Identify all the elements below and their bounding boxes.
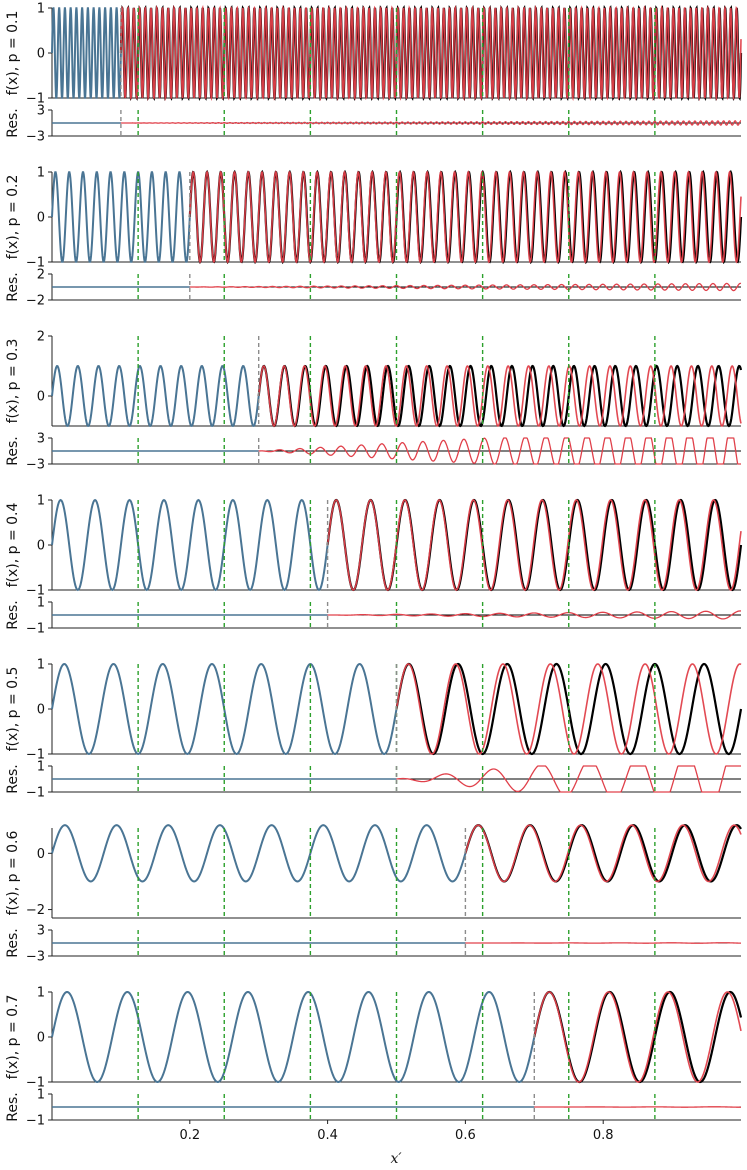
- ground-truth-line: [464, 824, 742, 883]
- y-tick-label: 0: [37, 847, 45, 862]
- panel-p-0.1: 1 0 −13 −3 f(x), p = 0.1 Res.: [5, 2, 743, 145]
- y-axis-label: f(x), p = 0.7: [5, 995, 21, 1080]
- y-tick-label: −1: [26, 92, 45, 107]
- x-tick-label: 0.8: [593, 1128, 614, 1143]
- x-tick-label: 0.6: [455, 1128, 476, 1143]
- y-tick-label: 0: [37, 390, 45, 405]
- ground-truth-line: [533, 990, 743, 1084]
- x-axis-label: x′: [390, 1151, 402, 1167]
- y-axis-label: f(x), p = 0.4: [5, 503, 21, 588]
- res-y-tick-label: 1: [37, 760, 45, 775]
- y-tick-label: −1: [26, 256, 45, 271]
- y-axis-label: f(x), p = 0.2: [5, 175, 21, 260]
- res-prediction-line: [327, 610, 742, 620]
- panel-p-0.3: 2 0 3 −3 f(x), p = 0.3 Res.: [5, 330, 743, 473]
- y-tick-label: 1: [37, 494, 45, 509]
- res-prediction-line: [120, 120, 742, 126]
- res-y-tick-label: 1: [37, 596, 45, 611]
- res-y-axis-label: Res.: [5, 436, 21, 465]
- res-y-tick-label: −2: [26, 294, 45, 309]
- y-axis-label: f(x), p = 0.6: [5, 831, 21, 916]
- res-y-tick-label: 1: [37, 1088, 45, 1103]
- panel-p-0.6: 0 −2 3 −3 f(x), p = 0.6 Res.: [5, 824, 742, 965]
- y-tick-label: 0: [37, 211, 45, 226]
- res-prediction-line: [396, 765, 741, 793]
- res-y-tick-label: −1: [26, 1114, 45, 1129]
- res-y-tick-label: 3: [37, 924, 45, 939]
- y-axis-label: f(x), p = 0.3: [5, 339, 21, 424]
- context-line: [51, 171, 191, 263]
- prediction-line: [257, 365, 742, 427]
- res-y-tick-label: 2: [37, 268, 45, 283]
- res-y-axis-label: Res.: [5, 272, 21, 301]
- res-y-tick-label: 3: [37, 104, 45, 119]
- y-tick-label: 0: [37, 539, 45, 554]
- x-tick-label: 0.4: [317, 1128, 338, 1143]
- res-y-tick-label: −1: [26, 786, 45, 801]
- res-y-axis-label: Res.: [5, 108, 21, 137]
- y-tick-label: −1: [26, 748, 45, 763]
- prediction-line: [464, 824, 742, 883]
- context-line: [51, 7, 122, 99]
- res-y-axis-label: Res.: [5, 600, 21, 629]
- y-tick-label: 1: [37, 2, 45, 17]
- x-tick-label: 0.2: [179, 1128, 200, 1143]
- prediction-line: [189, 170, 742, 264]
- res-y-tick-label: 3: [37, 432, 45, 447]
- res-y-tick-label: −3: [26, 130, 45, 145]
- res-y-axis-label: Res.: [5, 764, 21, 793]
- y-tick-label: 1: [37, 166, 45, 181]
- y-tick-label: −1: [26, 584, 45, 599]
- context-line: [51, 991, 536, 1083]
- y-tick-label: 0: [37, 1031, 45, 1046]
- ground-truth-line: [326, 498, 743, 592]
- context-line: [51, 498, 329, 592]
- y-tick-label: −2: [26, 903, 45, 918]
- y-tick-label: 0: [37, 703, 45, 718]
- context-line: [51, 824, 467, 883]
- y-tick-label: −1: [26, 1076, 45, 1091]
- y-tick-label: 1: [37, 658, 45, 673]
- res-y-tick-label: −3: [26, 950, 45, 965]
- y-axis-label: f(x), p = 0.1: [5, 11, 21, 96]
- res-y-axis-label: Res.: [5, 928, 21, 957]
- y-axis-label: f(x), p = 0.5: [5, 667, 21, 752]
- res-y-axis-label: Res.: [5, 1092, 21, 1121]
- y-tick-label: 1: [37, 986, 45, 1001]
- res-prediction-line: [258, 437, 741, 465]
- panel-p-0.2: 1 0 −12 −2 f(x), p = 0.2 Res.: [5, 166, 743, 309]
- res-y-tick-label: −3: [26, 458, 45, 473]
- y-tick-label: 2: [37, 330, 45, 345]
- res-y-tick-label: −1: [26, 622, 45, 637]
- y-tick-label: 0: [37, 47, 45, 62]
- context-line: [51, 365, 260, 427]
- res-prediction-line: [189, 282, 742, 292]
